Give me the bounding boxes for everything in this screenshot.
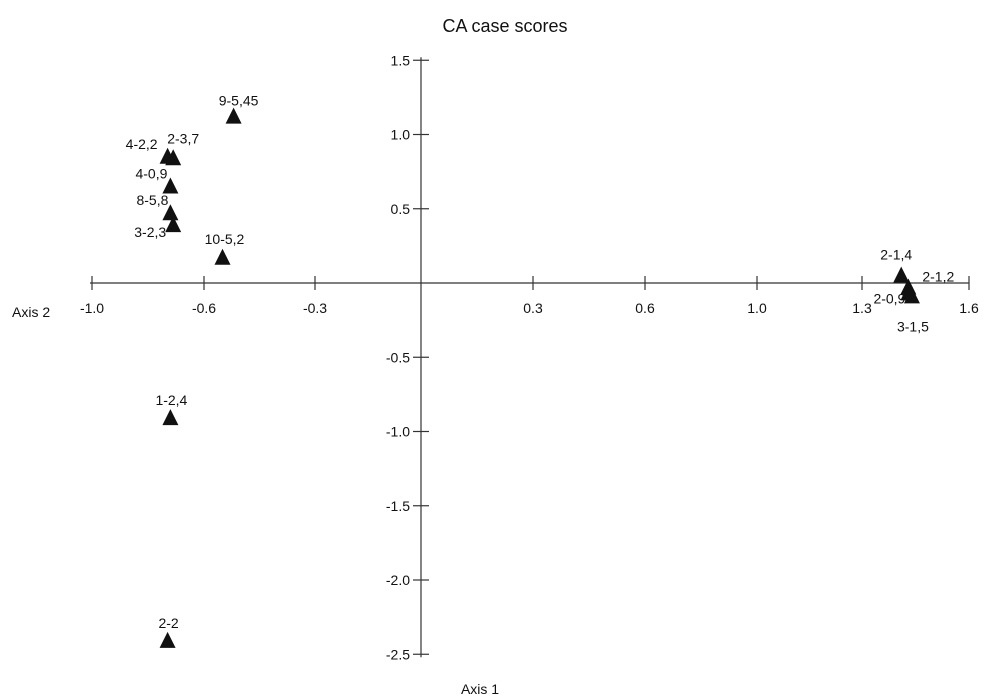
x-tick-label: -0.6 (192, 300, 216, 316)
x-tick-label: 0.3 (523, 300, 543, 316)
y-tick-label: -2.0 (386, 572, 410, 588)
data-point-label: 2-1,2 (922, 268, 954, 284)
chart-title: CA case scores (442, 16, 567, 36)
data-point-marker (159, 631, 176, 648)
x-tick-label: 1.3 (852, 300, 872, 316)
data-point-marker (162, 204, 179, 221)
data-point-marker (903, 287, 920, 304)
y-tick-label: -1.5 (386, 498, 410, 514)
data-point-marker (162, 409, 179, 426)
data-point-marker (162, 177, 179, 194)
y-tick-label: -0.5 (386, 349, 410, 365)
data-point-label: 8-5,8 (136, 192, 168, 208)
y-tick-label: -2.5 (386, 646, 410, 662)
data-point-label: 3-1,5 (897, 318, 929, 334)
data-point-marker (893, 266, 910, 283)
data-point-marker (225, 107, 242, 124)
x-tick-label: 0.6 (635, 300, 655, 316)
data-point-marker (165, 149, 182, 166)
y-axis-label: Axis 2 (12, 304, 50, 320)
data-point-label: 4-2,2 (126, 136, 158, 152)
data-point-label: 10-5,2 (205, 231, 245, 247)
data-points: 9-5,45 4-2,2 2-3,7 4-0,9 8-5,8 3-2,3 10-5,2 1-2… (126, 93, 954, 648)
x-tick-label: 1.0 (747, 300, 767, 316)
data-point-label: 4-0,9 (135, 165, 167, 181)
data-point-marker (214, 248, 231, 265)
data-point-label: 1-2,4 (155, 392, 187, 408)
data-point-label: 3-2,3 (134, 224, 166, 240)
y-tick-label: 1.5 (391, 52, 411, 68)
x-tick-label: -1.0 (80, 300, 104, 316)
y-tick-label: -1.0 (386, 424, 410, 440)
data-point-label: 2-2 (158, 615, 178, 631)
data-point-label: 2-0,9 (873, 290, 905, 306)
y-axis-ticks: 1.5 1.0 0.5 -0.5 -1.0 -1.5 -2.0 -2.5 (386, 52, 429, 662)
data-point-label: 2-1,4 (880, 247, 912, 263)
data-point-label: 2-3,7 (167, 130, 199, 146)
y-tick-label: 0.5 (391, 201, 411, 217)
x-tick-label: 1.6 (959, 300, 979, 316)
x-axis-ticks: -1.0 -0.6 -0.3 0.3 0.6 1.0 1.3 1.6 (80, 276, 979, 316)
data-point-label: 9-5,45 (219, 93, 259, 109)
x-tick-label: -0.3 (303, 300, 327, 316)
x-axis-label: Axis 1 (461, 681, 499, 697)
y-tick-label: 1.0 (391, 127, 411, 143)
data-point-marker (165, 216, 182, 233)
